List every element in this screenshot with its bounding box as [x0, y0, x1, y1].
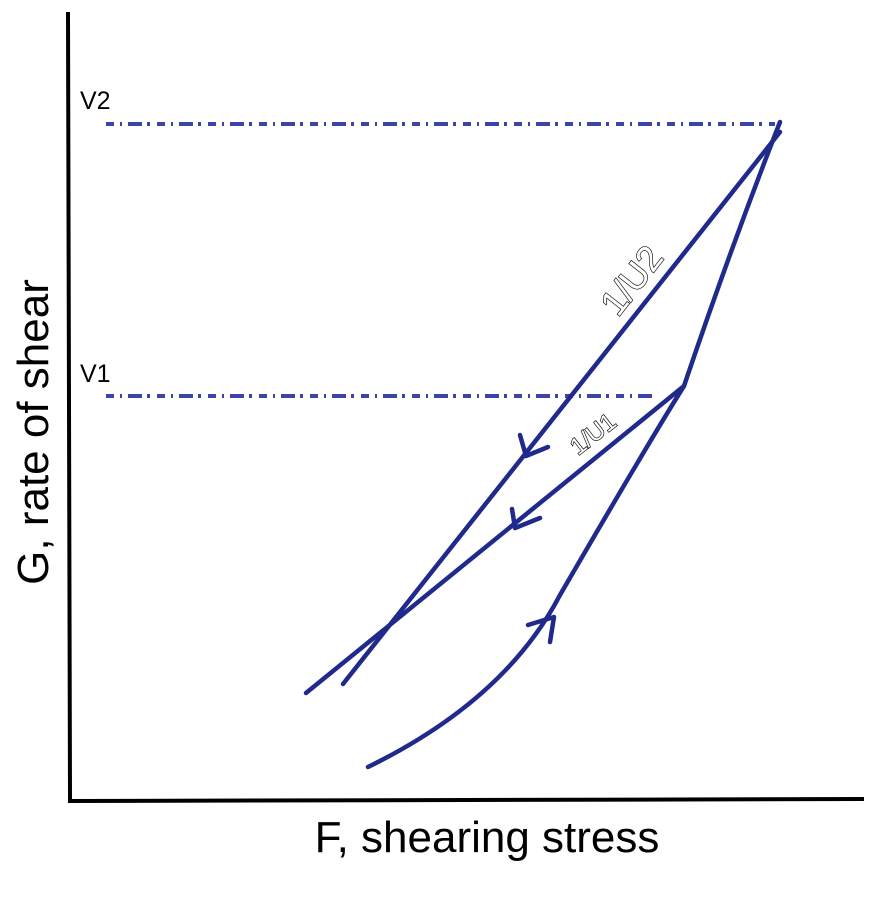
v2-label: V2	[80, 87, 111, 115]
slope-u2-label: 1/U2	[592, 238, 671, 323]
y-axis-title: G, rate of shear	[9, 279, 58, 585]
down-arrow-u2-icon	[517, 432, 551, 459]
axes-frame	[66, 11, 865, 804]
down-line-u1	[303, 383, 687, 696]
v1-label: V1	[80, 360, 111, 388]
up-arrow-icon	[525, 614, 557, 645]
x-axis-title: F, shearing stress	[315, 813, 660, 862]
down-line-u2	[340, 129, 783, 687]
down-arrow-u1-icon	[509, 506, 543, 531]
up-curve	[365, 119, 783, 770]
slope-u1-label: 1/U1	[565, 408, 622, 460]
